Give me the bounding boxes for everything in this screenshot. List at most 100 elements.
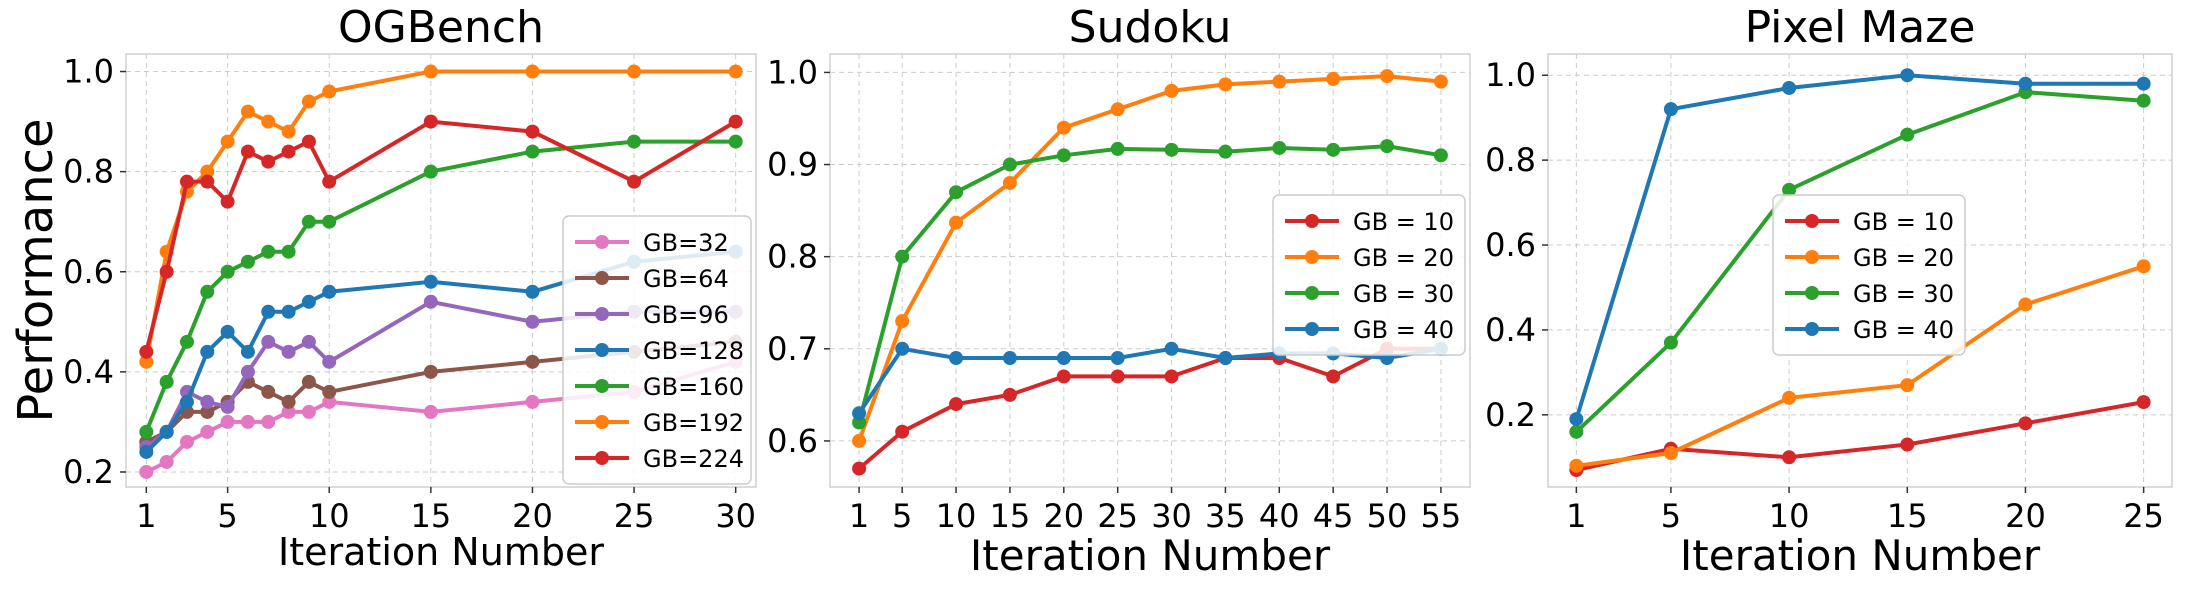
legend-entry: GB=192 [643, 409, 744, 437]
y-tick-label: 0.8 [63, 153, 114, 191]
data-point [240, 254, 255, 269]
data-point [852, 406, 867, 421]
data-point [220, 134, 235, 149]
data-point [179, 434, 194, 449]
data-point [895, 314, 910, 329]
series-line-3 [857, 346, 1442, 415]
series-line-1 [857, 74, 1442, 442]
x-tick-label: 40 [1259, 497, 1300, 535]
data-point [301, 294, 316, 309]
series-line-0 [1575, 400, 2144, 472]
data-point [301, 334, 316, 349]
data-point [1900, 437, 1915, 452]
data-point [200, 404, 215, 419]
legend-entry: GB=64 [643, 265, 729, 293]
data-point [1326, 369, 1341, 384]
x-tick-label: 5 [217, 497, 237, 535]
data-point [281, 244, 296, 259]
data-point [220, 399, 235, 414]
data-point [261, 304, 276, 319]
chart-title: Sudoku [1069, 2, 1232, 53]
legend: GB = 10 GB = 20 GB = 30 GB = 40 [1272, 194, 1466, 356]
data-point [139, 344, 154, 359]
data-point [200, 424, 215, 439]
x-tick-label: 30 [715, 497, 756, 535]
x-tick-label: 55 [1421, 497, 1462, 535]
x-tick-label: 15 [410, 497, 451, 535]
x-tick-label: 1 [1566, 497, 1586, 535]
plot-frame [1547, 53, 2173, 488]
legend-swatch-marker [1305, 214, 1319, 228]
data-point [627, 134, 642, 149]
data-point [1782, 390, 1797, 405]
data-point [220, 414, 235, 429]
data-point [159, 454, 174, 469]
data-point [1002, 387, 1017, 402]
chart-panel-0: 1 5 10 15 20 25 300.20.40.60.81.0OGBenchIterat… [8, 2, 757, 574]
chart-title: OGBench [338, 2, 544, 53]
data-point [728, 114, 743, 129]
legend-swatch-marker [595, 343, 609, 357]
y-tick-label: 0.8 [767, 238, 818, 276]
data-point [281, 304, 296, 319]
data-point [179, 174, 194, 189]
data-point [1218, 144, 1233, 159]
x-tick-label: 25 [614, 497, 655, 535]
data-point [1272, 140, 1287, 155]
x-tick-label: 1 [849, 497, 869, 535]
x-tick-label: 10 [936, 497, 977, 535]
legend-swatch-marker [1305, 250, 1319, 264]
data-point [240, 364, 255, 379]
y-tick-label: 0.6 [63, 253, 114, 291]
data-point [852, 461, 867, 476]
legend-swatch-marker [595, 235, 609, 249]
data-point [1056, 351, 1071, 366]
data-point [200, 344, 215, 359]
x-tick-label: 10 [1769, 497, 1810, 535]
data-point [220, 194, 235, 209]
y-tick-label: 0.7 [767, 330, 818, 368]
data-point [895, 249, 910, 264]
legend-swatch-marker [1805, 250, 1819, 264]
x-tick-label: 20 [2005, 497, 2046, 535]
legend-swatch-marker [595, 415, 609, 429]
x-tick-label: 15 [1887, 497, 1928, 535]
data-point [1569, 458, 1584, 473]
data-point [159, 264, 174, 279]
y-axis-label: Performance [8, 118, 64, 422]
data-point [2018, 416, 2033, 431]
y-tick-label: 0.2 [1485, 396, 1536, 434]
y-tick-label: 1.0 [767, 53, 818, 91]
data-point [1326, 71, 1341, 86]
data-point [301, 214, 316, 229]
y-tick-label: 1.0 [63, 53, 114, 91]
data-point [949, 185, 964, 200]
data-point [179, 394, 194, 409]
data-point [1218, 77, 1233, 92]
data-point [1056, 120, 1071, 135]
legend-entry: GB=32 [643, 229, 729, 257]
y-tick-label: 1.0 [1485, 56, 1536, 94]
x-tick-label: 50 [1367, 497, 1408, 535]
x-axis-label: Iteration Number [278, 530, 604, 574]
legend-swatch-marker [1805, 322, 1819, 336]
data-point [1569, 424, 1584, 439]
data-point [728, 64, 743, 79]
data-point [281, 144, 296, 159]
data-point [423, 164, 438, 179]
data-point [525, 394, 540, 409]
y-tick-label: 0.9 [767, 146, 818, 184]
data-point [1433, 74, 1448, 89]
legend-swatch-marker [1305, 322, 1319, 336]
data-point [240, 144, 255, 159]
data-point [1164, 341, 1179, 356]
data-point [301, 134, 316, 149]
series-line-4 [144, 139, 736, 433]
legend-swatch-marker [595, 307, 609, 321]
data-point [423, 114, 438, 129]
x-tick-label: 25 [2123, 497, 2164, 535]
data-point [261, 154, 276, 169]
data-point [322, 354, 337, 369]
series-line-1 [1576, 264, 2145, 468]
data-point [1164, 83, 1179, 98]
